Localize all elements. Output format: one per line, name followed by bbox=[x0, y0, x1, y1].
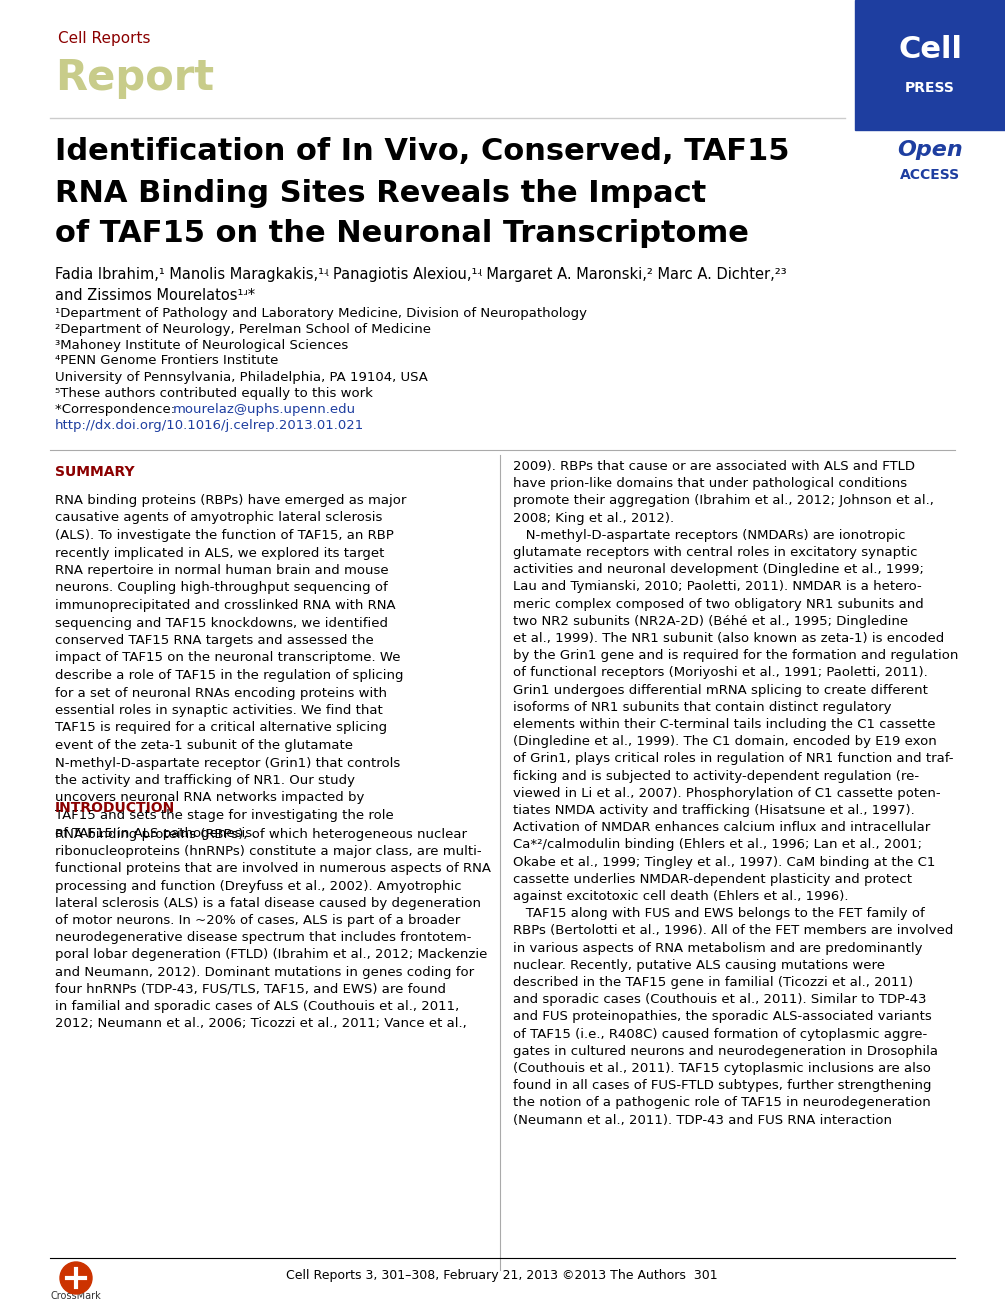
Text: and Zissimos Mourelatos¹ʴ*: and Zissimos Mourelatos¹ʴ* bbox=[55, 287, 255, 303]
Text: RNA Binding Sites Reveals the Impact: RNA Binding Sites Reveals the Impact bbox=[55, 179, 707, 207]
Bar bbox=[855, 0, 1005, 130]
Text: INTRODUCTION: INTRODUCTION bbox=[55, 801, 175, 816]
Text: ⁴PENN Genome Frontiers Institute: ⁴PENN Genome Frontiers Institute bbox=[55, 355, 278, 368]
Text: ²Department of Neurology, Perelman School of Medicine: ²Department of Neurology, Perelman Schoo… bbox=[55, 322, 431, 335]
Text: RNA binding proteins (RBPs) have emerged as major
causative agents of amyotrophi: RNA binding proteins (RBPs) have emerged… bbox=[55, 495, 406, 839]
Text: ACCESS: ACCESS bbox=[899, 168, 960, 181]
Text: Identification of In Vivo, Conserved, TAF15: Identification of In Vivo, Conserved, TA… bbox=[55, 137, 790, 167]
Circle shape bbox=[60, 1262, 92, 1295]
Text: ³Mahoney Institute of Neurological Sciences: ³Mahoney Institute of Neurological Scien… bbox=[55, 338, 349, 351]
Text: CrossMark: CrossMark bbox=[50, 1291, 102, 1301]
Text: ¹Department of Pathology and Laboratory Medicine, Division of Neuropathology: ¹Department of Pathology and Laboratory … bbox=[55, 307, 587, 320]
Text: University of Pennsylvania, Philadelphia, PA 19104, USA: University of Pennsylvania, Philadelphia… bbox=[55, 371, 428, 384]
Text: Cell: Cell bbox=[898, 35, 962, 64]
Text: PRESS: PRESS bbox=[906, 81, 955, 95]
Text: Open: Open bbox=[897, 140, 963, 161]
Text: 2009). RBPs that cause or are associated with ALS and FTLD
have prion-like domai: 2009). RBPs that cause or are associated… bbox=[513, 459, 959, 1126]
Text: mourelaz@uphs.upenn.edu: mourelaz@uphs.upenn.edu bbox=[173, 402, 356, 415]
Text: SUMMARY: SUMMARY bbox=[55, 465, 135, 479]
Text: Report: Report bbox=[55, 57, 214, 99]
Text: *Correspondence:: *Correspondence: bbox=[55, 402, 179, 415]
Text: of TAF15 on the Neuronal Transcriptome: of TAF15 on the Neuronal Transcriptome bbox=[55, 219, 749, 248]
Text: ⁵These authors contributed equally to this work: ⁵These authors contributed equally to th… bbox=[55, 386, 373, 399]
Text: Cell Reports: Cell Reports bbox=[58, 30, 151, 46]
Text: Cell Reports 3, 301–308, February 21, 2013 ©2013 The Authors  301: Cell Reports 3, 301–308, February 21, 20… bbox=[286, 1270, 718, 1283]
Text: Fadia Ibrahim,¹ Manolis Maragkakis,¹ʵ Panagiotis Alexiou,¹ʵ Margaret A. Maronski: Fadia Ibrahim,¹ Manolis Maragkakis,¹ʵ Pa… bbox=[55, 268, 787, 282]
Text: RNA binding proteins (RBPs), of which heterogeneous nuclear
ribonucleoproteins (: RNA binding proteins (RBPs), of which he… bbox=[55, 827, 491, 1030]
Text: http://dx.doi.org/10.1016/j.celrep.2013.01.021: http://dx.doi.org/10.1016/j.celrep.2013.… bbox=[55, 419, 364, 432]
